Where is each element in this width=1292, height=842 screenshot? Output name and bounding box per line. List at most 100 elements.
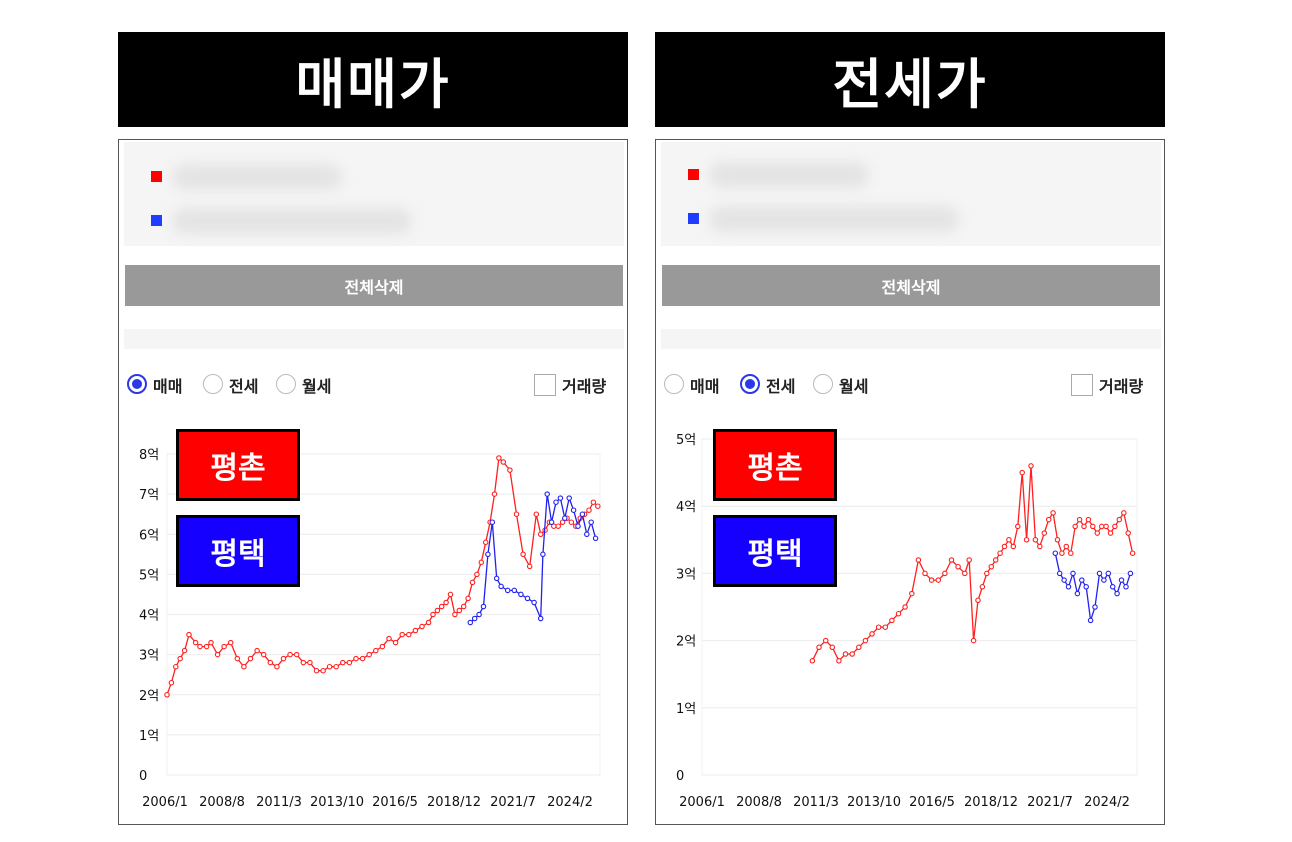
data-point: [586, 507, 592, 513]
data-point: [588, 519, 594, 525]
legend-tag-pyeongtaek: 평택: [176, 515, 300, 587]
data-point: [438, 603, 445, 610]
x-tick-label: 2006/1: [679, 795, 725, 810]
data-point: [590, 499, 597, 505]
data-point: [1083, 584, 1089, 590]
data-point: [326, 663, 333, 670]
data-point: [520, 551, 526, 558]
data-point: [1028, 463, 1034, 469]
data-point: [1068, 550, 1074, 556]
legend-item-blurred[interactable]: [709, 162, 869, 188]
radio-monthly[interactable]: [276, 374, 296, 394]
data-point: [412, 627, 419, 634]
data-point: [1056, 570, 1063, 577]
radio-label-sale[interactable]: 매매: [153, 377, 183, 396]
data-point: [568, 519, 575, 525]
data-point: [478, 559, 485, 566]
data-point: [862, 637, 869, 644]
data-point: [313, 667, 320, 674]
data-point: [452, 611, 458, 618]
y-tick-label: 2억: [676, 635, 696, 650]
data-point: [192, 639, 199, 646]
data-point: [935, 577, 942, 583]
y-tick-label: 8억: [139, 448, 159, 463]
volume-checkbox[interactable]: [1071, 374, 1093, 396]
y-tick-label: 1억: [676, 702, 696, 717]
data-point: [353, 655, 359, 662]
data-point: [562, 515, 568, 521]
data-point: [471, 615, 478, 622]
data-point: [1065, 584, 1072, 590]
data-point: [822, 637, 829, 644]
data-point: [809, 658, 816, 664]
data-point: [1125, 530, 1131, 536]
data-point: [836, 658, 842, 664]
line-chart-jeonse: 0 1억 2억 3억 4억 5억 2006/1 2008/8 2011/3 2013/10 2016…: [676, 433, 1138, 810]
data-point: [474, 571, 480, 578]
data-point: [592, 535, 599, 542]
x-tick-label: 2021/7: [1027, 795, 1073, 810]
delete-all-button[interactable]: 전체삭제: [662, 265, 1160, 306]
panel-title-jeonse: 전세가: [655, 32, 1165, 127]
x-tick-label: 2021/7: [490, 795, 536, 810]
data-point: [548, 519, 555, 525]
data-point: [1037, 543, 1043, 550]
data-point: [1079, 577, 1085, 583]
radio-label-jeonse[interactable]: 전세: [229, 377, 259, 396]
data-point: [177, 655, 183, 662]
data-point: [443, 599, 449, 606]
data-point: [1070, 570, 1076, 577]
data-point: [1116, 516, 1123, 523]
radio-sale[interactable]: [664, 374, 684, 394]
legend-item-blurred[interactable]: [709, 206, 959, 232]
data-point: [234, 655, 241, 662]
data-point: [1103, 523, 1109, 530]
y-tick-label: 0: [676, 769, 684, 784]
data-point: [575, 523, 581, 529]
data-point: [849, 651, 855, 657]
volume-label[interactable]: 거래량: [562, 377, 607, 396]
data-point: [1127, 570, 1134, 577]
data-point: [1085, 516, 1092, 523]
radio-jeonse[interactable]: [203, 374, 223, 394]
data-point: [504, 587, 511, 594]
data-point: [227, 639, 234, 646]
chart-panel-jeonse: 전체삭제 매매 전세 월세 거래량 0 1억 2억 3억 4억 5억 2006/1 2008/…: [655, 139, 1165, 825]
volume-label[interactable]: 거래량: [1099, 377, 1144, 396]
data-point: [526, 563, 533, 570]
radio-label-sale[interactable]: 매매: [690, 377, 720, 396]
radio-label-monthly[interactable]: 월세: [839, 377, 869, 396]
data-point: [493, 575, 500, 582]
legend-swatch-red: [151, 171, 162, 182]
legend-item-blurred[interactable]: [172, 208, 412, 234]
data-point: [842, 651, 849, 657]
data-point: [1105, 570, 1112, 577]
delete-all-button[interactable]: 전체삭제: [125, 265, 623, 306]
data-point: [181, 647, 188, 654]
radio-label-monthly[interactable]: 월세: [302, 377, 332, 396]
data-point: [366, 651, 372, 658]
data-point: [570, 507, 577, 513]
data-point: [922, 570, 928, 577]
y-tick-label: 1억: [139, 729, 159, 744]
data-point: [566, 495, 572, 501]
radio-sale[interactable]: [127, 374, 147, 394]
data-point: [1094, 530, 1101, 536]
data-point: [1001, 543, 1008, 550]
legend-swatch-blue: [151, 215, 162, 226]
y-tick-label: 5억: [139, 568, 159, 583]
data-point: [274, 663, 280, 670]
radio-monthly[interactable]: [813, 374, 833, 394]
data-point: [518, 591, 524, 598]
radio-label-jeonse[interactable]: 전세: [766, 377, 796, 396]
data-point: [280, 655, 287, 662]
data-point: [260, 651, 267, 658]
data-point: [254, 647, 260, 654]
data-point: [1050, 510, 1056, 516]
data-point: [1023, 537, 1030, 543]
data-point: [467, 619, 474, 626]
legend-item-blurred[interactable]: [172, 164, 342, 190]
volume-checkbox[interactable]: [534, 374, 556, 396]
data-point: [419, 623, 425, 630]
radio-jeonse[interactable]: [740, 374, 760, 394]
